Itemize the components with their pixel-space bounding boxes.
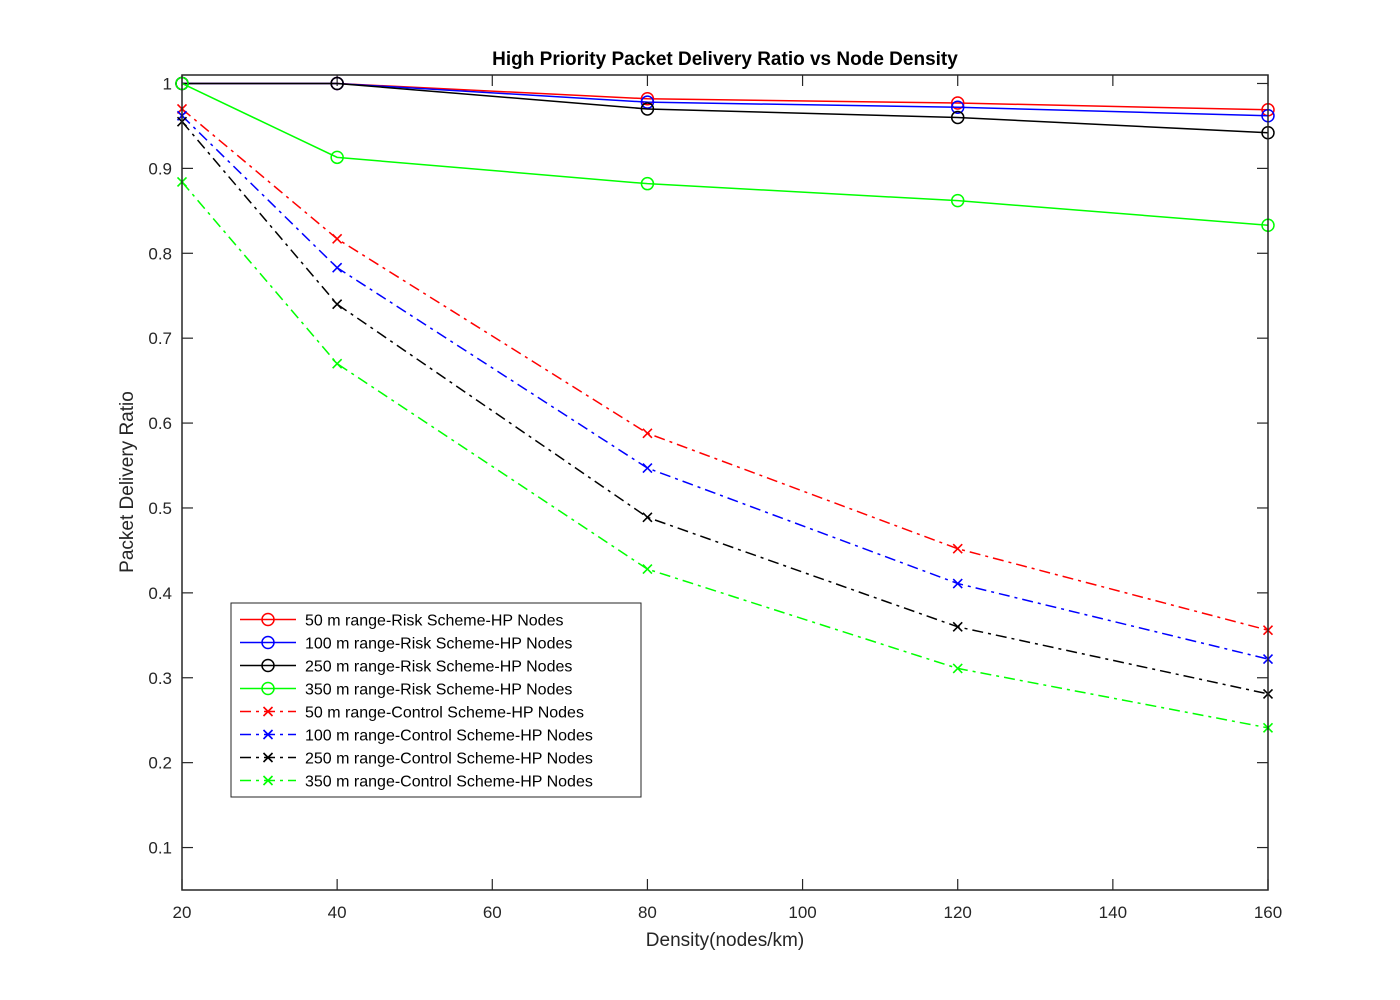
series-layer	[175, 76, 1275, 733]
legend-entry-350-m-range-control-scheme-hp-nodes: 350 m range-Control Scheme-HP Nodes	[240, 774, 593, 791]
data-point-2-120	[950, 100, 965, 115]
data-point-8-120	[952, 663, 963, 674]
x-tick-label-160: 160	[1254, 903, 1282, 922]
legend-entry-250-m-range-risk-scheme-hp-nodes: 250 m range-Risk Scheme-HP Nodes	[240, 659, 572, 676]
legend-swatch-marker-1	[261, 612, 275, 627]
data-point-6-120	[952, 578, 963, 589]
y-tick-label-0-4: 0.4	[148, 584, 172, 603]
y-tick-label-0-2: 0.2	[148, 754, 172, 773]
x-tick-label-20: 20	[173, 903, 192, 922]
data-point-2-80	[640, 95, 655, 109]
data-point-4-40	[330, 150, 344, 165]
y-tick-label-0-7: 0.7	[148, 329, 172, 348]
legend-box	[230, 602, 642, 798]
y-axis-label: Packet Delivery Ratio	[117, 391, 138, 573]
legend-entry-350-m-range-risk-scheme-hp-nodes: 350 m range-Risk Scheme-HP Nodes	[240, 682, 572, 699]
data-point-3-120	[950, 110, 965, 125]
x-tick-label-100: 100	[788, 903, 816, 922]
data-point-1-80	[640, 92, 655, 106]
legend-entry-100-m-range-risk-scheme-hp-nodes: 100 m range-Risk Scheme-HP Nodes	[240, 636, 572, 653]
legend-label: 100 m range-Risk Scheme-HP Nodes	[305, 636, 572, 653]
y-tick-label-1: 1	[163, 74, 172, 93]
data-point-8-40	[332, 358, 343, 369]
legend-label: 50 m range-Risk Scheme-HP Nodes	[305, 613, 563, 630]
x-tick-label-80: 80	[638, 903, 657, 922]
data-point-6-80	[642, 463, 653, 474]
x-tick-label-40: 40	[328, 903, 347, 922]
legend-entry-250-m-range-control-scheme-hp-nodes: 250 m range-Control Scheme-HP Nodes	[240, 751, 593, 768]
legend-swatch-marker-7	[262, 752, 274, 763]
x-axis-label: Density(nodes/km)	[646, 930, 804, 951]
data-point-7-80	[642, 512, 653, 523]
legend-entry-50-m-range-control-scheme-hp-nodes: 50 m range-Control Scheme-HP Nodes	[240, 705, 584, 722]
data-point-6-40	[332, 262, 343, 273]
ticks-layer: 20 40 60 80 100 120 140 160 0.1 0.2 0.3 0.4 0.5 0.6 0.…	[148, 74, 1282, 922]
legend-swatch-marker-6	[262, 729, 274, 740]
data-point-7-120	[952, 621, 963, 632]
plot-frame	[181, 74, 1269, 891]
series-100-m-range-control-scheme-hp-nodes	[176, 110, 1274, 665]
data-point-5-40	[332, 233, 343, 244]
y-tick-label-0-9: 0.9	[148, 159, 172, 178]
series-line-350-m-range-control-scheme-hp-nodes	[181, 181, 1269, 729]
x-tick-label-120: 120	[944, 903, 972, 922]
data-point-7-40	[332, 299, 343, 310]
legend-swatch-marker-8	[262, 775, 274, 786]
data-point-4-80	[640, 176, 655, 191]
y-tick-label-0-1: 0.1	[148, 839, 172, 858]
x-tick-label-140: 140	[1099, 903, 1127, 922]
legend-entry-50-m-range-risk-scheme-hp-nodes: 50 m range-Risk Scheme-HP Nodes	[240, 613, 563, 630]
series-line-250-m-range-risk-scheme-hp-nodes	[182, 82, 1269, 134]
chart-title: High Priority Packet Delivery Ratio vs N…	[492, 49, 958, 70]
y-tick-label-0-6: 0.6	[148, 414, 172, 433]
legend-swatch-marker-5	[262, 706, 274, 717]
legend-label: 350 m range-Control Scheme-HP Nodes	[305, 774, 593, 791]
legend-swatch-marker-2	[261, 635, 275, 650]
legend-label: 350 m range-Risk Scheme-HP Nodes	[305, 682, 572, 699]
legend-label: 250 m range-Control Scheme-HP Nodes	[305, 751, 593, 768]
legend-entry-100-m-range-control-scheme-hp-nodes: 100 m range-Control Scheme-HP Nodes	[240, 728, 593, 745]
legend: 50 m range-Risk Scheme-HP Nodes 100 m ran…	[230, 602, 642, 798]
data-point-4-120	[950, 193, 965, 208]
data-point-5-120	[952, 543, 963, 554]
series-line-350-m-range-risk-scheme-hp-nodes	[181, 82, 1269, 227]
data-point-8-80	[642, 564, 653, 575]
data-point-1-120	[950, 96, 965, 110]
y-tick-label-0-5: 0.5	[148, 499, 172, 518]
y-tick-label-0-8: 0.8	[148, 244, 172, 263]
data-point-3-40	[330, 76, 344, 91]
y-tick-label-0-3: 0.3	[148, 669, 172, 688]
legend-label: 50 m range-Control Scheme-HP Nodes	[305, 705, 584, 722]
legend-label: 250 m range-Risk Scheme-HP Nodes	[305, 659, 572, 676]
legend-swatch-marker-3	[261, 658, 275, 673]
series-line-250-m-range-control-scheme-hp-nodes	[181, 121, 1269, 695]
data-point-5-80	[642, 428, 653, 439]
legend-label: 100 m range-Control Scheme-HP Nodes	[305, 728, 593, 745]
data-point-3-80	[640, 102, 655, 116]
legend-swatch-marker-4	[261, 681, 275, 696]
x-tick-label-60: 60	[483, 903, 502, 922]
